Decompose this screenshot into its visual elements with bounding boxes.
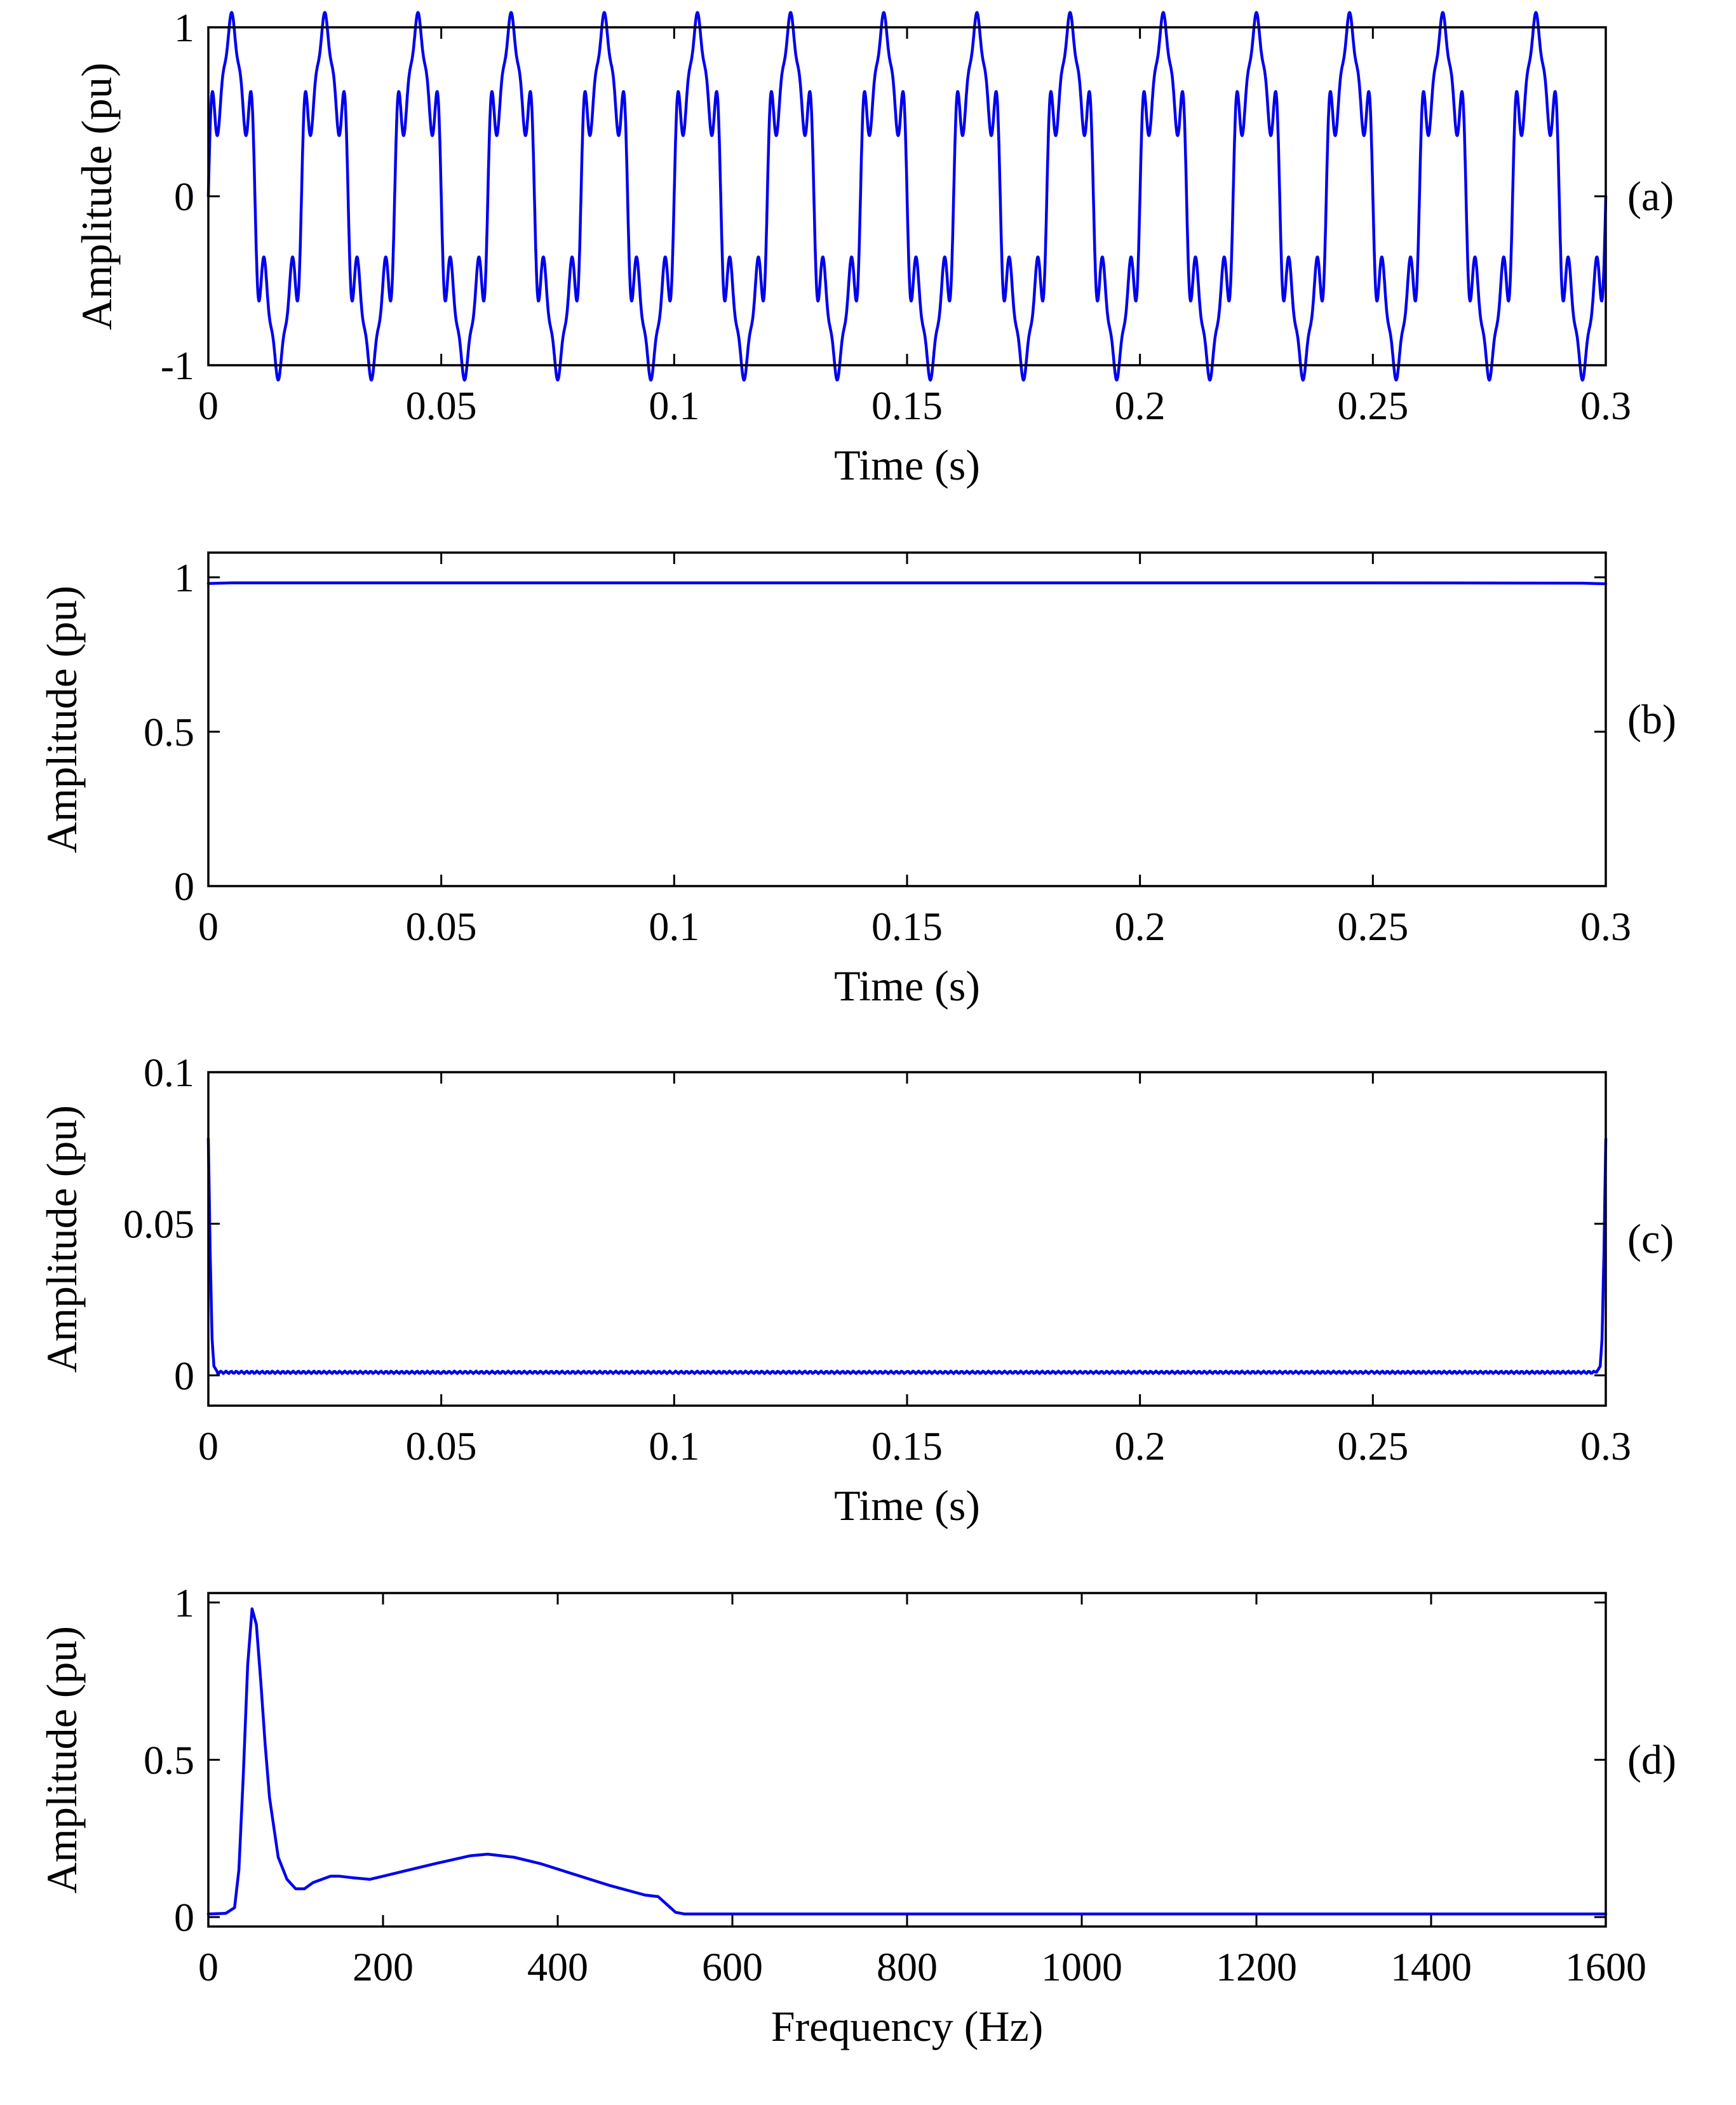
x-tick-label-d-5: 1000 bbox=[1041, 1944, 1122, 1989]
y-tick-label-d-0: 0 bbox=[174, 1895, 194, 1940]
y-tick-label-a-1: 0 bbox=[174, 174, 194, 219]
x-tick-label-d-0: 0 bbox=[198, 1944, 219, 1989]
x-tick-label-b-4: 0.2 bbox=[1115, 904, 1166, 949]
x-tick-label-c-3: 0.15 bbox=[871, 1423, 943, 1469]
panel-d: 0 200 400 600 800 1000 1200 1400 1600 0 0.5 1 Freque… bbox=[37, 1580, 1676, 2050]
x-tick-label-b-0: 0 bbox=[198, 904, 219, 949]
x-tick-label-c-2: 0.1 bbox=[649, 1423, 699, 1469]
x-tick-label-a-4: 0.2 bbox=[1115, 383, 1166, 428]
panel-b: 0 0.05 0.1 0.15 0.2 0.25 0.3 0 0.5 1 Time (s) Ampli… bbox=[37, 551, 1676, 1010]
y-axis-label-a: Amplitude (pu) bbox=[72, 62, 121, 330]
x-tick-label-c-0: 0 bbox=[198, 1423, 219, 1469]
x-tick-label-a-3: 0.15 bbox=[871, 383, 943, 428]
y-tick-label-d-1: 0.5 bbox=[144, 1738, 194, 1783]
x-tick-label-d-7: 1400 bbox=[1390, 1944, 1472, 1989]
y-axis-label-d: Amplitude (pu) bbox=[37, 1626, 86, 1893]
x-tick-label-a-0: 0 bbox=[198, 383, 219, 428]
y-tick-label-c-1: 0.05 bbox=[123, 1202, 194, 1247]
x-tick-label-c-4: 0.2 bbox=[1115, 1423, 1166, 1469]
x-tick-label-b-3: 0.15 bbox=[871, 904, 943, 949]
x-tick-label-a-1: 0.05 bbox=[406, 383, 477, 428]
y-tick-label-a-0: -1 bbox=[161, 343, 194, 388]
x-tick-label-d-8: 1600 bbox=[1565, 1944, 1646, 1989]
y-tick-label-c-0: 0 bbox=[174, 1353, 194, 1398]
series-line-c-0 bbox=[206, 1137, 1608, 1375]
x-tick-label-d-1: 200 bbox=[353, 1944, 414, 1989]
x-tick-label-d-4: 800 bbox=[877, 1944, 938, 1989]
y-axis-label-b: Amplitude (pu) bbox=[37, 586, 86, 853]
y-tick-label-b-1: 0.5 bbox=[144, 710, 194, 755]
y-tick-label-d-2: 1 bbox=[174, 1580, 194, 1625]
x-tick-label-d-3: 600 bbox=[702, 1944, 763, 1989]
x-tick-label-a-2: 0.1 bbox=[649, 383, 699, 428]
panel-label-b: (b) bbox=[1627, 697, 1676, 743]
x-tick-label-c-5: 0.25 bbox=[1337, 1423, 1408, 1469]
x-tick-label-d-2: 400 bbox=[527, 1944, 588, 1989]
x-tick-label-c-6: 0.3 bbox=[1580, 1423, 1631, 1469]
y-tick-label-c-2: 0.1 bbox=[144, 1050, 194, 1095]
y-tick-label-b-2: 1 bbox=[174, 555, 194, 600]
x-axis-label-d: Frequency (Hz) bbox=[771, 2002, 1044, 2050]
x-axis-label-c: Time (s) bbox=[834, 1481, 980, 1530]
panel-c: 0 0.05 0.1 0.15 0.2 0.25 0.3 0 0.05 0.1 Time (s) Am… bbox=[37, 1050, 1674, 1530]
panel-label-a: (a) bbox=[1627, 173, 1674, 220]
x-tick-label-b-6: 0.3 bbox=[1580, 904, 1631, 949]
panel-label-d: (d) bbox=[1627, 1737, 1676, 1784]
x-tick-label-b-2: 0.1 bbox=[649, 904, 699, 949]
x-tick-label-b-1: 0.05 bbox=[406, 904, 477, 949]
series-line-b-0 bbox=[206, 581, 1608, 586]
x-tick-label-b-5: 0.25 bbox=[1337, 904, 1408, 949]
x-tick-label-c-1: 0.05 bbox=[406, 1423, 477, 1469]
x-tick-label-d-6: 1200 bbox=[1216, 1944, 1297, 1989]
y-tick-label-b-0: 0 bbox=[174, 864, 194, 909]
series-line-a-0 bbox=[206, 11, 1608, 382]
x-axis-label-b: Time (s) bbox=[834, 962, 980, 1010]
y-axis-label-c: Amplitude (pu) bbox=[37, 1105, 86, 1373]
x-axis-label-a: Time (s) bbox=[834, 441, 980, 489]
y-tick-label-a-2: 1 bbox=[174, 5, 194, 50]
panel-label-c: (c) bbox=[1627, 1216, 1674, 1263]
x-tick-label-a-6: 0.3 bbox=[1580, 383, 1631, 428]
series-line-d-0 bbox=[206, 1607, 1608, 1916]
x-tick-label-a-5: 0.25 bbox=[1337, 383, 1408, 428]
